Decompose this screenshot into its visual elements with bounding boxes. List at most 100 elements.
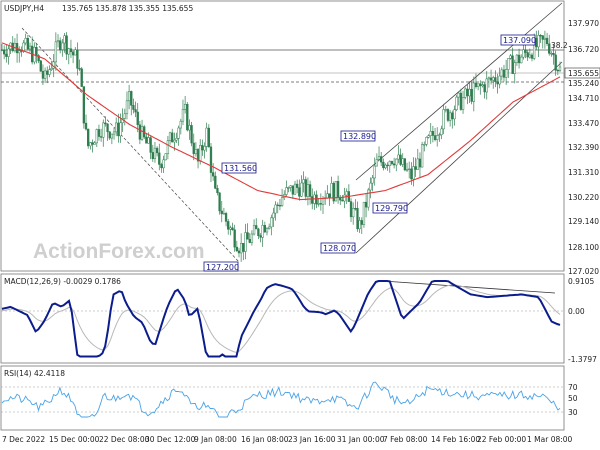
candle-body <box>496 81 499 85</box>
macd-tick: -1.3797 <box>568 355 597 364</box>
candle-body <box>209 146 213 173</box>
time-tick: 23 Jan 16:00 <box>288 435 336 444</box>
candle-body <box>186 103 189 131</box>
candle-body <box>218 192 221 212</box>
candle-body <box>235 246 238 252</box>
candle-body <box>358 220 361 230</box>
candle-body <box>24 38 27 44</box>
candle-body <box>397 154 400 160</box>
candle-body <box>345 191 348 196</box>
candle-body <box>554 54 557 71</box>
candle-body <box>403 158 407 171</box>
candle-body <box>535 37 538 48</box>
time-tick: 31 Jan 00:00 <box>337 435 385 444</box>
candle-body <box>362 201 366 225</box>
candle-body <box>125 100 129 115</box>
candle-body <box>138 124 142 140</box>
price-panel-frame <box>0 0 565 272</box>
candle-body <box>205 127 208 147</box>
candle-body <box>106 123 109 133</box>
candle-body <box>474 82 478 88</box>
candle-body <box>171 132 174 143</box>
chart-header-ohlc: 135.765 135.878 135.355 135.655 <box>62 4 193 13</box>
candle-body <box>265 228 269 233</box>
candle-body <box>438 134 441 136</box>
candle-body <box>179 120 182 129</box>
candle-body <box>54 41 58 63</box>
candle-body <box>349 201 353 218</box>
candle-body <box>304 179 307 197</box>
candle-body <box>7 48 10 57</box>
candle-body <box>425 137 428 145</box>
candle-body <box>91 142 94 145</box>
time-tick: 15 Dec 00:00 <box>49 435 100 444</box>
candle-body <box>466 88 469 97</box>
candle-body <box>420 144 424 168</box>
candle-body <box>76 49 79 69</box>
candle-body <box>399 154 402 165</box>
candle-body <box>436 135 439 140</box>
candle-body <box>181 109 185 122</box>
time-axis: 7 Dec 2022 15 Dec 00:00 22 Dec 08:00 30 … <box>2 435 573 444</box>
candle-body <box>280 197 284 206</box>
candle-body <box>28 45 32 50</box>
candle-body <box>274 204 277 214</box>
candle-body <box>300 182 303 197</box>
svg-text:128.070: 128.070 <box>323 244 356 253</box>
candle-body <box>502 69 506 78</box>
candle-body <box>147 137 150 144</box>
current-price-tag <box>564 67 600 79</box>
time-tick: 7 Feb 08:00 <box>383 435 428 444</box>
candle-body <box>0 49 4 51</box>
candle-body <box>246 232 249 240</box>
candle-body <box>464 88 467 98</box>
candle-body <box>151 152 154 160</box>
candle-body <box>22 42 25 52</box>
candle-body <box>130 91 133 106</box>
candle-body <box>522 49 525 58</box>
time-tick: 30 Dec 12:00 <box>145 435 196 444</box>
candle-body <box>259 235 262 238</box>
candle-body <box>175 138 178 141</box>
candle-body <box>136 111 139 126</box>
candle-body <box>26 38 30 50</box>
price-tick: 136.720 <box>568 45 599 54</box>
candle-body <box>155 147 159 154</box>
candle-body <box>476 83 480 88</box>
time-tick: 9 Jan 08:00 <box>194 435 237 444</box>
candle-body <box>440 128 443 135</box>
candle-body <box>255 225 258 230</box>
candle-body <box>220 210 223 215</box>
candle-body <box>291 185 294 195</box>
candle-body <box>134 109 137 113</box>
candle-body <box>239 242 243 254</box>
candle-body <box>99 136 103 138</box>
candle-body <box>276 204 279 206</box>
candle-body <box>229 227 232 230</box>
rsi-panel-frame <box>0 365 565 431</box>
candle-body <box>287 187 290 189</box>
candle-body <box>377 156 381 160</box>
annotation-128070: 128.070 <box>320 242 356 254</box>
macd-tick: 0.9105 <box>568 277 594 286</box>
svg-text:129.790: 129.790 <box>375 204 408 213</box>
candle-body <box>311 196 314 204</box>
candle-body <box>63 35 66 44</box>
candle-body <box>461 97 465 110</box>
candle-body <box>102 122 105 138</box>
candle-body <box>485 78 488 93</box>
candle-body <box>392 163 396 166</box>
time-tick: 22 Feb 00:00 <box>477 435 526 444</box>
candle-body <box>384 164 387 169</box>
candle-body <box>308 184 312 197</box>
candle-body <box>483 84 486 93</box>
candle-body <box>97 129 101 137</box>
candle-body <box>489 77 493 81</box>
candle-body <box>293 183 297 195</box>
candle-body <box>507 58 510 70</box>
candle-body <box>541 35 544 40</box>
macd-tick: 0.00 <box>568 307 585 316</box>
candle-body <box>511 55 514 74</box>
candle-body <box>244 232 247 252</box>
